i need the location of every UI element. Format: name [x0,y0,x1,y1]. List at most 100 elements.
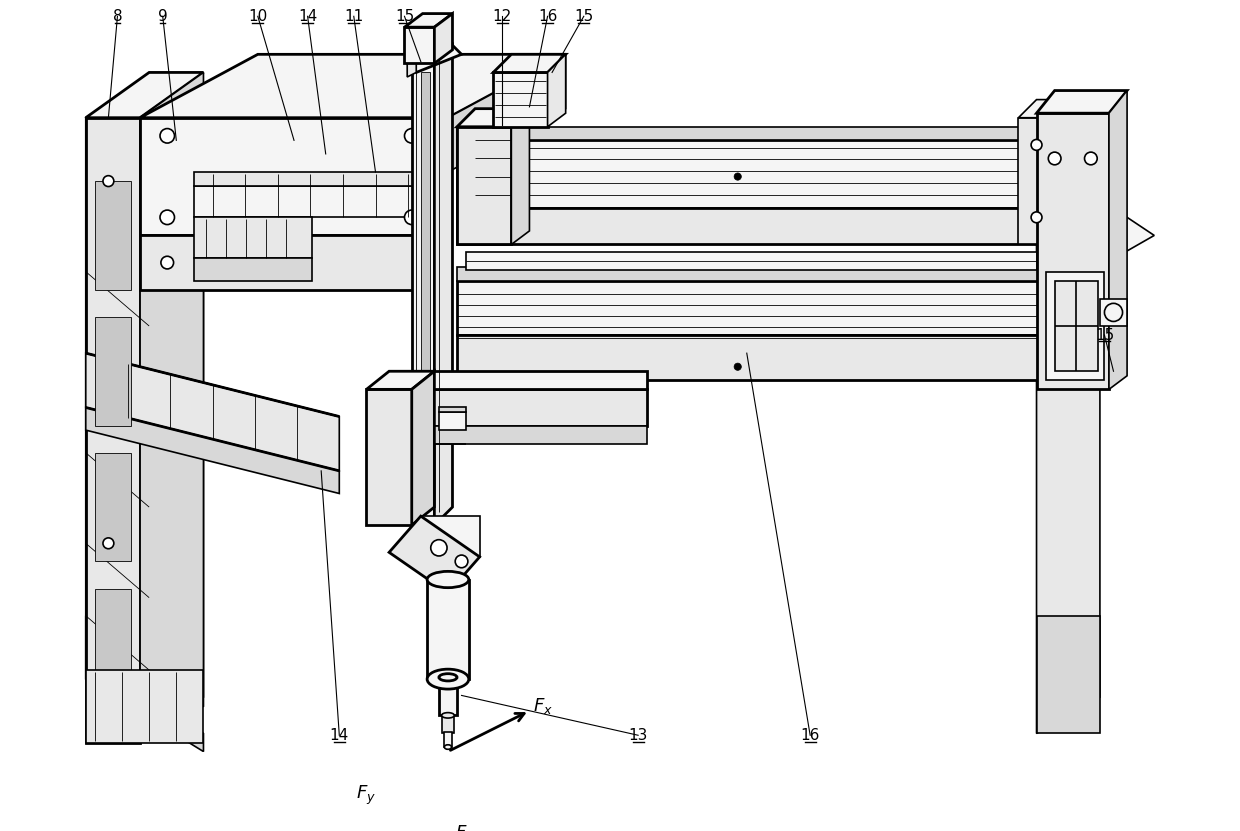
Polygon shape [412,371,647,390]
Polygon shape [1045,272,1105,381]
Circle shape [103,175,114,186]
Polygon shape [444,731,451,747]
Polygon shape [1018,100,1073,118]
Text: 16: 16 [538,9,557,24]
Polygon shape [1037,91,1127,113]
Circle shape [161,256,174,269]
Polygon shape [149,145,203,734]
Polygon shape [434,13,453,63]
Text: 14: 14 [298,9,317,24]
Polygon shape [86,353,340,471]
Ellipse shape [427,572,469,588]
Polygon shape [140,72,203,743]
Circle shape [1048,152,1061,165]
Polygon shape [86,679,203,751]
Circle shape [1085,152,1097,165]
Polygon shape [86,81,203,181]
Circle shape [103,538,114,548]
Polygon shape [412,390,647,425]
Circle shape [160,210,175,224]
Polygon shape [389,516,480,593]
Polygon shape [548,54,565,127]
Polygon shape [1037,199,1100,734]
Ellipse shape [441,713,454,718]
Circle shape [404,210,419,224]
Circle shape [1105,303,1122,322]
Polygon shape [1037,113,1109,390]
Polygon shape [94,588,131,697]
Circle shape [1032,212,1042,223]
Circle shape [1032,140,1042,150]
Circle shape [1085,337,1097,351]
Polygon shape [458,335,1045,381]
Circle shape [414,256,427,269]
Polygon shape [458,267,1045,281]
Polygon shape [466,252,1037,270]
Polygon shape [494,54,565,72]
Polygon shape [458,209,1045,244]
Polygon shape [195,172,439,185]
Text: 15: 15 [1095,327,1114,342]
Polygon shape [420,516,480,557]
Polygon shape [458,127,511,244]
Polygon shape [1018,118,1055,244]
Polygon shape [140,235,448,290]
Polygon shape [458,127,1045,140]
Circle shape [455,555,467,568]
Polygon shape [86,72,203,118]
Polygon shape [412,425,647,444]
Polygon shape [511,109,529,244]
Polygon shape [412,63,434,525]
Polygon shape [1037,616,1100,734]
Polygon shape [367,371,434,390]
Ellipse shape [427,669,469,689]
Polygon shape [439,677,458,715]
Circle shape [441,573,454,586]
Circle shape [1048,337,1061,351]
Polygon shape [94,181,131,290]
Circle shape [734,173,742,180]
Polygon shape [458,281,1045,335]
Text: 13: 13 [629,728,647,743]
Polygon shape [434,45,453,525]
Text: 9: 9 [157,9,167,24]
Polygon shape [195,258,312,281]
Circle shape [404,129,419,143]
Circle shape [160,129,175,143]
Polygon shape [195,185,439,218]
Polygon shape [86,353,340,416]
Text: $F_z$: $F_z$ [455,823,474,831]
Text: 15: 15 [394,9,414,24]
Polygon shape [458,140,1045,209]
Polygon shape [404,27,434,63]
Text: 8: 8 [113,9,123,24]
Polygon shape [458,109,529,127]
Text: 16: 16 [801,728,820,743]
Polygon shape [441,715,454,734]
Polygon shape [427,579,469,679]
Text: 10: 10 [248,9,268,24]
Circle shape [430,539,448,556]
Polygon shape [407,59,417,77]
Polygon shape [140,118,448,235]
Polygon shape [94,317,131,425]
Polygon shape [439,412,466,430]
Ellipse shape [439,674,458,681]
Polygon shape [86,616,149,734]
Text: $F_x$: $F_x$ [533,696,553,716]
Text: 12: 12 [492,9,512,24]
Polygon shape [448,54,565,172]
Polygon shape [86,407,340,494]
Polygon shape [86,118,149,734]
Text: $F_y$: $F_y$ [356,784,377,807]
Polygon shape [404,13,453,27]
Polygon shape [412,371,434,525]
Ellipse shape [444,745,451,750]
Polygon shape [1109,91,1127,390]
Circle shape [734,363,742,371]
Polygon shape [140,54,565,118]
Polygon shape [86,670,203,743]
Polygon shape [367,390,412,525]
Polygon shape [94,453,131,562]
Polygon shape [407,45,461,72]
